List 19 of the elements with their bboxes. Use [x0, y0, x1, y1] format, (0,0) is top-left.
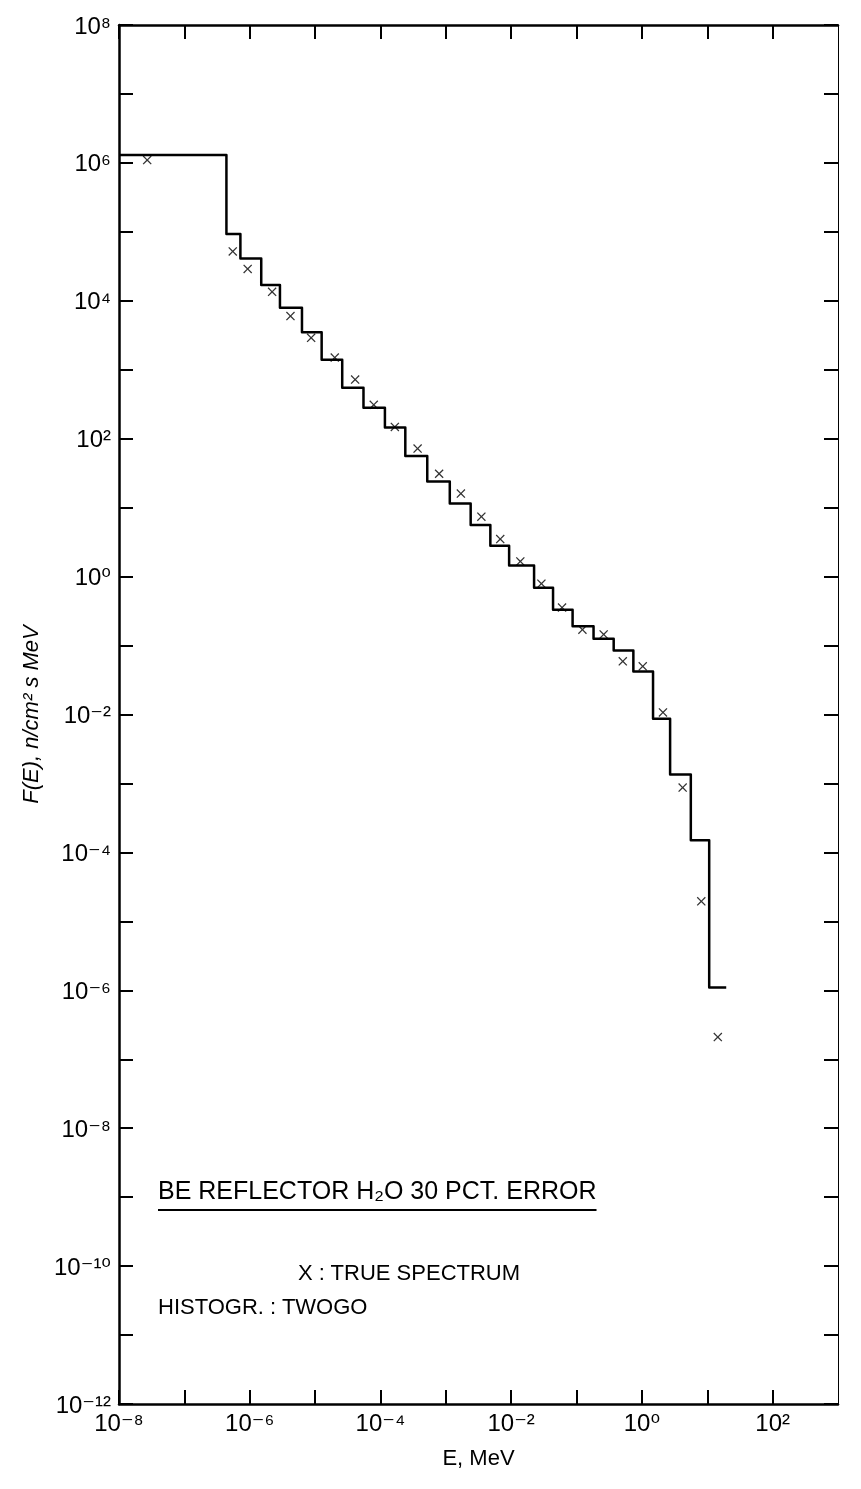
y-tick-label: 10⁻⁸ [61, 1114, 111, 1142]
x-tick-label: 10⁻⁴ [355, 1408, 406, 1436]
y-tick-label: 10⁸ [74, 11, 111, 39]
y-tick-label: 10⁰ [74, 563, 111, 591]
y-axis-title: F(E), n/cm² s MeV [17, 622, 43, 804]
y-tick-label: 10⁴ [73, 287, 111, 315]
y-tick-label: 10⁶ [74, 149, 111, 177]
x-axis-title: E, MeV [442, 1444, 515, 1470]
x-tick-label: 10⁰ [623, 1408, 661, 1436]
y-tick-label: 10⁻¹⁰ [54, 1252, 111, 1280]
x-tick-label: 10² [755, 1408, 790, 1436]
y-tick-label: 10² [76, 425, 112, 453]
x-tick-label: 10⁻² [487, 1408, 535, 1436]
annotation: HISTOGR. : TWOGO [158, 1294, 368, 1320]
y-tick-label: 10⁻⁶ [61, 976, 111, 1004]
annotation: X : TRUE SPECTRUM [298, 1260, 521, 1286]
y-tick-label: 10⁻⁴ [61, 838, 111, 866]
x-tick-label: 10⁻⁶ [225, 1408, 275, 1436]
y-tick-label: 10⁻² [63, 701, 111, 728]
